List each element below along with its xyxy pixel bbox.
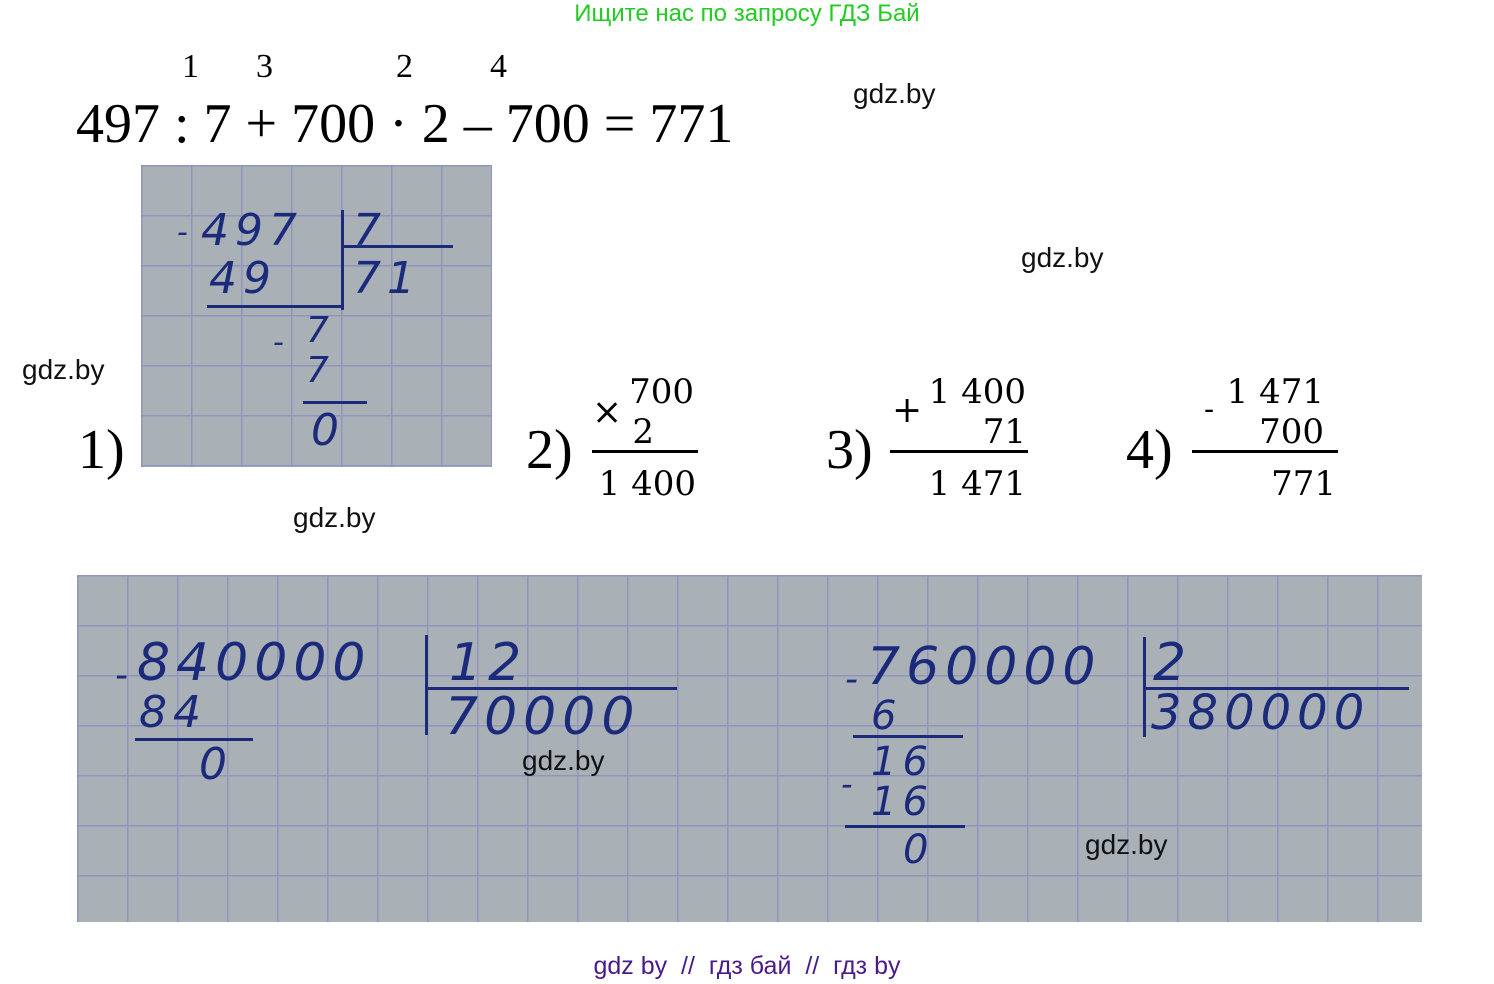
footer-links: gdz by // гдз бай // гдз by <box>593 952 901 980</box>
final-remainder: 0 <box>903 827 935 873</box>
long-division-photo-2: - 840000 12 70000 84 0 gdz.by - 760000 2… <box>77 575 1422 922</box>
subtrahend: 16 <box>871 779 934 825</box>
search-hint-header: Ищите нас по запросу ГДЗ Бай <box>574 0 920 27</box>
minus: - <box>845 659 864 700</box>
quotient: 71 <box>353 253 421 304</box>
minus: - <box>177 215 194 250</box>
step-4-label: 4) <box>1126 419 1173 481</box>
order-number: 2 <box>396 48 413 85</box>
dividend: 760000 <box>867 637 1102 697</box>
remainder: 0 <box>199 739 233 790</box>
divisor: 2 <box>1153 633 1193 693</box>
minus: - <box>841 765 859 803</box>
quotient: 380000 <box>1151 685 1371 741</box>
final-remainder: 0 <box>311 405 345 456</box>
result: 1 400 <box>598 464 696 504</box>
order-number: 1 <box>182 48 199 85</box>
dividend: 497 <box>201 205 303 256</box>
equation: 497 : 7 + 700 · 2 – 700 = 771 <box>76 93 734 155</box>
watermark: gdz.by <box>293 502 376 533</box>
operator: × <box>592 392 623 433</box>
watermark: gdz.by <box>1021 242 1104 273</box>
minus: - <box>115 655 134 696</box>
watermark: gdz.by <box>522 745 605 776</box>
operator: - <box>1204 392 1215 427</box>
operand: 2 <box>632 412 654 452</box>
subtrahend: 7 <box>306 350 335 391</box>
order-number: 3 <box>256 48 273 85</box>
order-number: 4 <box>490 48 507 85</box>
watermark: gdz.by <box>22 354 105 385</box>
operator: + <box>892 390 923 431</box>
operand: 700 <box>629 372 694 412</box>
operand: 71 <box>982 412 1026 452</box>
long-division-photo-1: 497 - 7 49 71 7 - 7 0 <box>141 165 492 467</box>
divisor: 7 <box>353 205 387 256</box>
dividend: 840000 <box>137 633 372 693</box>
operand: 700 <box>1259 412 1324 452</box>
step-2-label: 2) <box>526 419 573 481</box>
minus: - <box>273 325 290 360</box>
step-1-label: 1) <box>78 419 125 481</box>
watermark: gdz.by <box>1085 829 1168 860</box>
result: 771 <box>1271 464 1336 504</box>
subtrahend: 6 <box>871 693 903 739</box>
quotient: 70000 <box>445 687 641 747</box>
subtrahend: 49 <box>209 253 277 304</box>
watermark: gdz.by <box>853 78 936 109</box>
divisor: 12 <box>449 633 528 693</box>
subtrahend: 84 <box>139 687 207 738</box>
step-3-label: 3) <box>826 419 873 481</box>
remainder: 16 <box>871 739 934 785</box>
operand: 1 400 <box>928 372 1026 412</box>
remainder: 7 <box>306 310 335 351</box>
operand: 1 471 <box>1226 372 1324 412</box>
result: 1 471 <box>928 464 1026 504</box>
